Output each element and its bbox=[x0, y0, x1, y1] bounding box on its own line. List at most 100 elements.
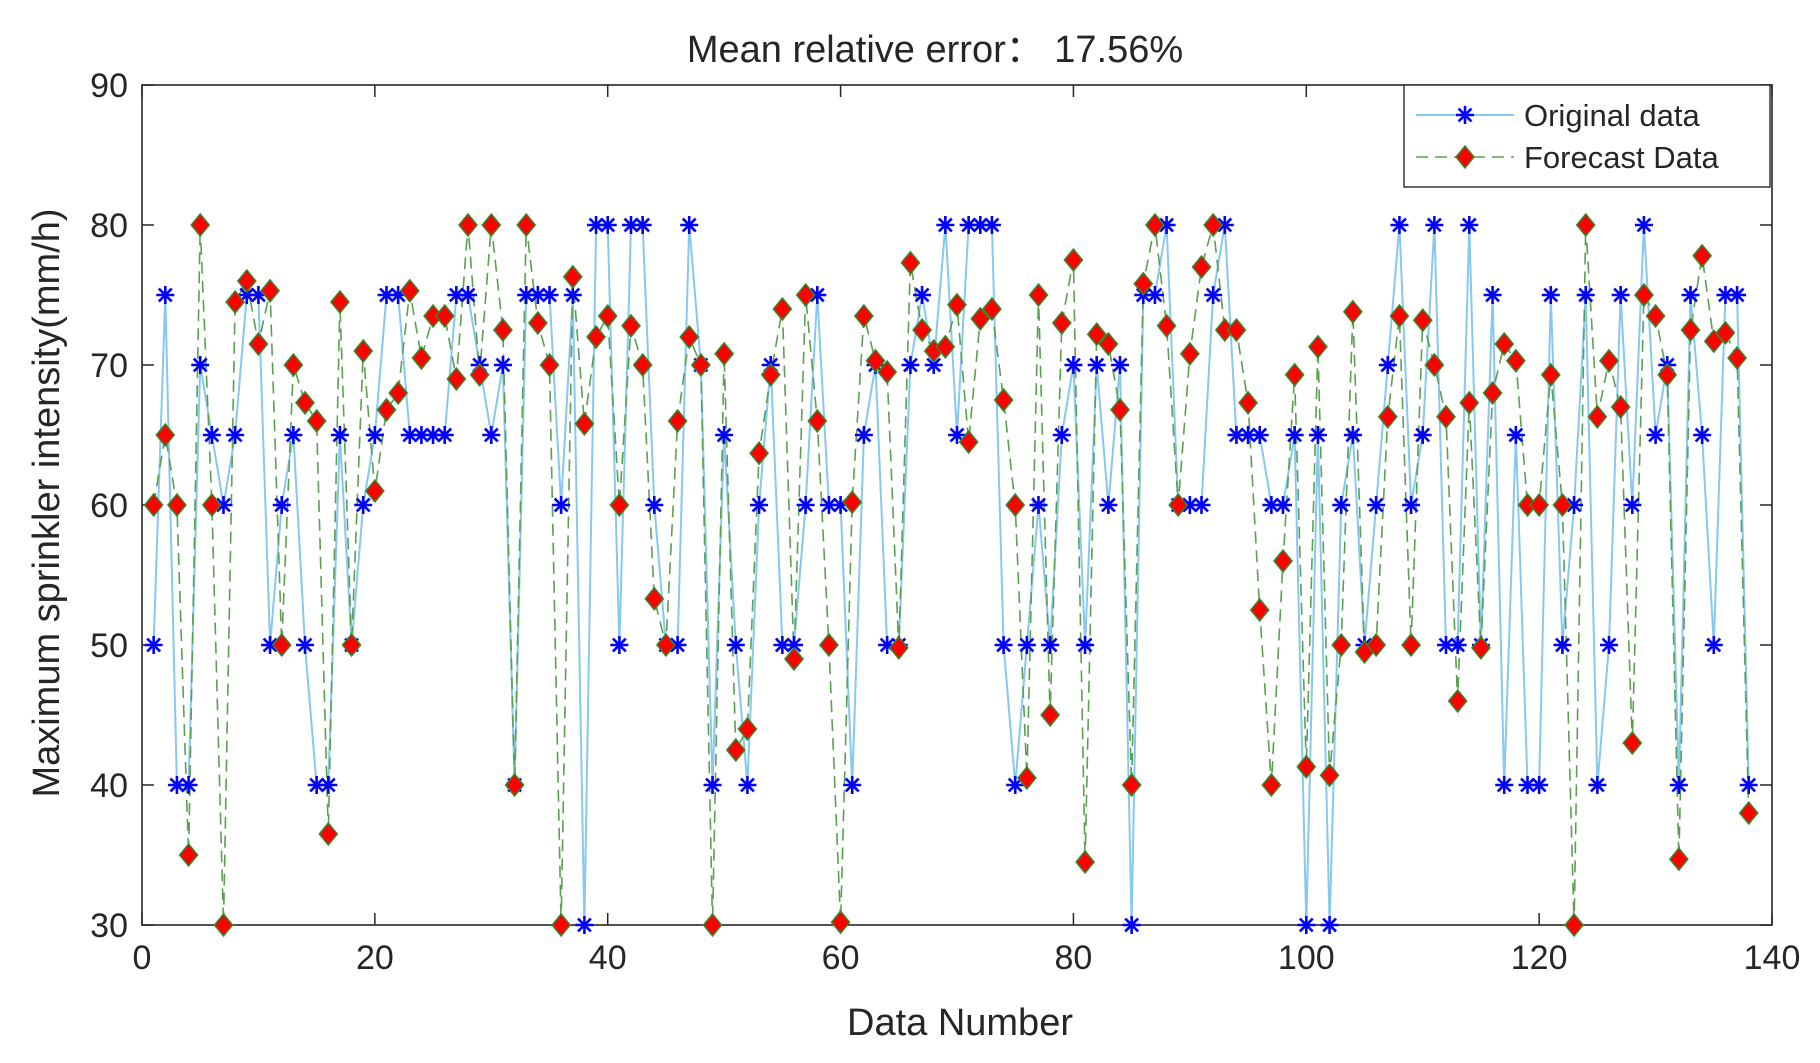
data-point-original bbox=[843, 776, 862, 794]
data-point-forecast bbox=[679, 324, 700, 350]
data-point-original bbox=[1320, 916, 1339, 934]
data-point-original bbox=[1611, 286, 1630, 304]
data-point-forecast bbox=[364, 478, 385, 504]
data-point-forecast bbox=[935, 334, 956, 359]
data-point-forecast bbox=[900, 250, 921, 275]
data-point-forecast bbox=[1051, 310, 1072, 336]
data-point-forecast bbox=[248, 331, 269, 357]
data-point-original bbox=[1541, 286, 1560, 304]
data-point-forecast bbox=[1040, 702, 1061, 728]
legend-box bbox=[1403, 84, 1771, 188]
data-point-original bbox=[528, 286, 547, 304]
data-point-forecast bbox=[586, 324, 607, 350]
data-point-original bbox=[1739, 776, 1758, 794]
data-point-forecast bbox=[551, 912, 572, 938]
data-point-forecast bbox=[807, 408, 828, 434]
data-point-forecast bbox=[714, 341, 735, 366]
data-point-original bbox=[272, 496, 291, 514]
data-point-original bbox=[319, 776, 338, 794]
data-point-original bbox=[191, 356, 210, 374]
data-point-original bbox=[715, 426, 734, 444]
data-point-forecast bbox=[644, 586, 665, 611]
data-point-forecast bbox=[853, 303, 874, 329]
data-point-original bbox=[1506, 426, 1525, 444]
data-point-original bbox=[1681, 286, 1700, 304]
data-point-forecast bbox=[1238, 390, 1259, 415]
data-point-forecast bbox=[842, 490, 863, 515]
data-point-forecast bbox=[527, 310, 548, 336]
data-point-original bbox=[354, 496, 373, 514]
data-point-forecast bbox=[1633, 282, 1654, 308]
data-point-forecast bbox=[795, 282, 816, 308]
data-point-forecast bbox=[632, 352, 653, 378]
y-tick-label: 90 bbox=[90, 67, 128, 105]
y-tick-label: 70 bbox=[90, 347, 128, 385]
data-point-forecast bbox=[1331, 632, 1352, 658]
data-point-forecast bbox=[458, 212, 478, 238]
data-point-forecast bbox=[749, 441, 770, 466]
data-point-original bbox=[633, 216, 652, 234]
data-point-forecast bbox=[912, 317, 933, 343]
data-point-forecast bbox=[213, 912, 234, 938]
legend-marker-original bbox=[1456, 106, 1474, 124]
data-point-forecast bbox=[1156, 313, 1177, 338]
x-tick-label: 0 bbox=[133, 939, 152, 977]
data-point-forecast bbox=[1470, 635, 1491, 660]
data-point-original bbox=[202, 426, 221, 444]
data-point-original bbox=[1553, 636, 1572, 654]
data-point-original bbox=[1448, 636, 1467, 654]
data-point-original bbox=[1704, 636, 1723, 654]
data-point-original bbox=[901, 356, 920, 374]
data-point-forecast bbox=[155, 422, 176, 448]
data-point-original bbox=[610, 636, 629, 654]
data-point-original bbox=[1111, 356, 1129, 374]
data-point-forecast bbox=[621, 313, 641, 338]
data-point-original bbox=[738, 776, 757, 794]
data-point-forecast bbox=[1575, 212, 1596, 238]
data-point-forecast bbox=[1727, 345, 1748, 371]
legend: Original data Forecast Data bbox=[1403, 84, 1771, 188]
data-point-forecast bbox=[1086, 322, 1107, 347]
data-point-forecast bbox=[1401, 632, 1422, 658]
data-point-forecast bbox=[1191, 254, 1212, 280]
data-point-forecast bbox=[1529, 492, 1550, 518]
data-point-original bbox=[459, 286, 477, 304]
data-point-forecast bbox=[318, 821, 339, 847]
data-point-original bbox=[1623, 496, 1642, 514]
data-point-forecast bbox=[446, 366, 467, 392]
plot-area: 0 20 40 60 80 100 120 140 30 40 50 60 70 80 90 bbox=[90, 67, 1800, 977]
data-point-original bbox=[1495, 776, 1514, 794]
data-point-forecast bbox=[190, 212, 211, 238]
data-point-original bbox=[1634, 216, 1653, 234]
x-tick-label: 100 bbox=[1278, 939, 1335, 977]
data-point-forecast bbox=[597, 303, 618, 329]
data-point-forecast bbox=[1610, 394, 1631, 420]
data-point-forecast bbox=[888, 635, 909, 660]
x-tick-label: 20 bbox=[356, 939, 394, 977]
data-point-forecast bbox=[481, 212, 502, 238]
data-point-original bbox=[540, 286, 559, 304]
data-point-forecast bbox=[737, 716, 758, 742]
data-point-original bbox=[424, 426, 443, 444]
data-point-forecast bbox=[1668, 847, 1689, 872]
data-point-forecast bbox=[1564, 912, 1585, 938]
data-point-original bbox=[1239, 426, 1258, 444]
data-point-forecast bbox=[1296, 754, 1317, 779]
data-point-forecast bbox=[1110, 397, 1130, 422]
data-point-forecast bbox=[504, 772, 525, 798]
data-point-original bbox=[1390, 216, 1409, 234]
data-point-forecast bbox=[353, 338, 374, 364]
data-point-forecast bbox=[1599, 348, 1619, 373]
data-point-forecast bbox=[1692, 243, 1713, 268]
data-point-forecast bbox=[295, 390, 315, 415]
data-point-original bbox=[1041, 636, 1060, 654]
data-point-forecast bbox=[655, 632, 676, 658]
data-point-original bbox=[796, 496, 815, 514]
data-point-original bbox=[1064, 356, 1083, 374]
data-point-original bbox=[1250, 426, 1269, 444]
x-tick-label: 80 bbox=[1055, 939, 1093, 977]
data-point-forecast bbox=[1680, 317, 1701, 343]
data-point-original bbox=[1588, 776, 1607, 794]
data-point-original bbox=[261, 636, 280, 654]
data-point-forecast bbox=[1144, 212, 1165, 238]
